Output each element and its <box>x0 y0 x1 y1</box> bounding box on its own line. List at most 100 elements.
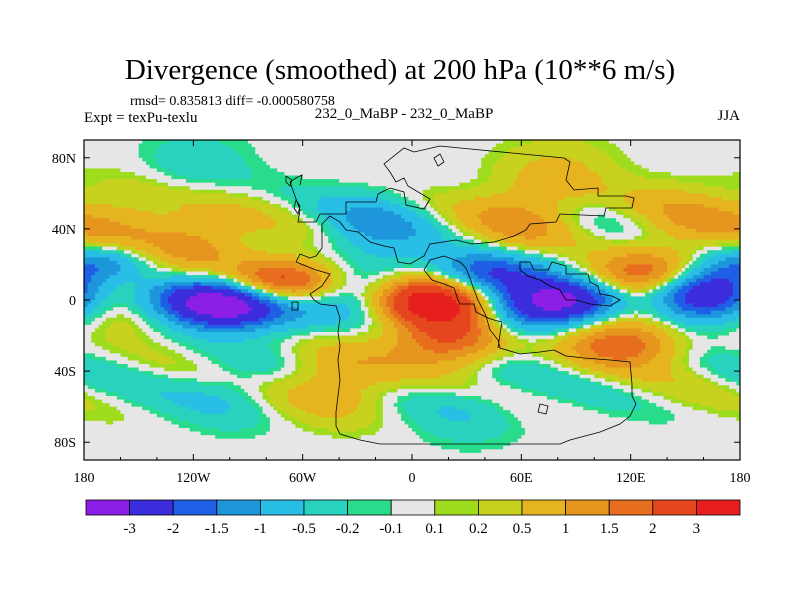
heatmap-cell <box>302 172 307 176</box>
heatmap-cell <box>346 218 351 223</box>
heatmap-cell <box>240 211 245 216</box>
heatmap-cell <box>565 189 570 194</box>
heatmap-cell <box>167 140 172 144</box>
heatmap-cell <box>164 179 169 184</box>
heatmap-cell <box>390 150 395 155</box>
heatmap-cell <box>248 218 253 223</box>
heatmap-cell <box>422 179 427 184</box>
heatmap-cell <box>729 157 734 162</box>
heatmap-cell <box>634 218 639 223</box>
heatmap-cell <box>619 211 624 216</box>
heatmap-cell <box>94 236 99 240</box>
heatmap-cell <box>240 150 245 155</box>
heatmap-cell <box>656 196 661 201</box>
heatmap-cell <box>499 200 504 205</box>
heatmap-cell <box>495 186 500 191</box>
heatmap-cell <box>586 140 591 144</box>
heatmap-cell <box>652 200 657 205</box>
heatmap-cell <box>466 214 471 219</box>
heatmap-cell <box>393 172 398 176</box>
heatmap-cell <box>546 200 551 205</box>
heatmap-cell <box>623 207 628 212</box>
heatmap-cell <box>371 140 376 144</box>
heatmap-cell <box>145 157 150 162</box>
heatmap-cell <box>678 211 683 216</box>
heatmap-cell <box>714 154 719 159</box>
heatmap-cell <box>156 232 161 237</box>
heatmap-cell <box>171 164 176 169</box>
heatmap-cell <box>328 172 333 176</box>
heatmap-cell <box>386 196 391 201</box>
heatmap-cell <box>510 140 515 144</box>
heatmap-cell <box>196 164 202 169</box>
heatmap-cell <box>175 196 180 201</box>
heatmap-cell <box>189 154 194 159</box>
heatmap-cell <box>579 186 584 191</box>
heatmap-cell <box>437 236 442 240</box>
heatmap-cell <box>222 236 227 240</box>
heatmap-cell <box>291 218 296 223</box>
heatmap-cell <box>652 147 657 152</box>
heatmap-cell <box>466 179 471 184</box>
heatmap-cell <box>277 218 282 223</box>
heatmap-cell <box>196 186 202 191</box>
heatmap-cell <box>393 211 398 216</box>
heatmap-cell <box>390 211 395 216</box>
heatmap-cell <box>94 196 99 201</box>
heatmap-cell <box>368 200 373 205</box>
heatmap-cell <box>594 193 599 198</box>
heatmap-cell <box>226 147 231 152</box>
heatmap-cell <box>215 154 220 159</box>
heatmap-cell <box>135 175 140 180</box>
heatmap-cell <box>164 140 169 144</box>
heatmap-cell <box>342 196 347 201</box>
heatmap-cell <box>98 207 103 212</box>
heatmap-cell <box>98 200 103 205</box>
heatmap-cell <box>244 214 249 219</box>
heatmap-cell <box>627 189 632 194</box>
heatmap-cell <box>84 161 89 166</box>
heatmap-cell <box>681 189 686 194</box>
heatmap-cell <box>521 207 526 212</box>
heatmap-cell <box>120 214 125 219</box>
heatmap-cell <box>207 140 212 144</box>
heatmap-cell <box>262 175 267 180</box>
heatmap-cell <box>630 200 635 205</box>
heatmap-cell <box>590 161 595 166</box>
heatmap-cell <box>568 168 573 173</box>
heatmap-cell <box>652 164 657 169</box>
heatmap-cell <box>255 154 260 159</box>
heatmap-cell <box>149 236 154 240</box>
heatmap-cell <box>732 172 737 176</box>
heatmap-cell <box>663 150 668 155</box>
heatmap-cell <box>331 221 336 226</box>
heatmap-cell <box>576 140 581 144</box>
heatmap-cell <box>309 211 314 216</box>
heatmap-cell <box>237 200 242 205</box>
heatmap-cell <box>135 150 140 155</box>
heatmap-cell <box>273 204 278 208</box>
heatmap-cell <box>233 175 238 180</box>
heatmap-cell <box>503 232 508 237</box>
heatmap-cell <box>204 150 209 155</box>
heatmap-cell <box>463 172 468 176</box>
heatmap-cell <box>422 200 427 205</box>
heatmap-cell <box>342 236 347 240</box>
heatmap-cell <box>138 143 143 148</box>
heatmap-cell <box>313 150 318 155</box>
heatmap-cell <box>145 232 150 237</box>
heatmap-cell <box>233 143 238 148</box>
heatmap-cell <box>692 204 697 208</box>
heatmap-cell <box>375 154 380 159</box>
heatmap-cell <box>153 228 158 233</box>
heatmap-cell <box>616 193 621 198</box>
heatmap-cell <box>171 179 176 184</box>
heatmap-cell <box>543 207 548 212</box>
heatmap-cell <box>360 140 366 144</box>
heatmap-cell <box>379 186 384 191</box>
heatmap-cell <box>222 168 227 173</box>
heatmap-cell <box>685 207 690 212</box>
heatmap-cell <box>273 228 278 233</box>
heatmap-cell <box>521 164 526 169</box>
heatmap-cell <box>109 164 114 169</box>
